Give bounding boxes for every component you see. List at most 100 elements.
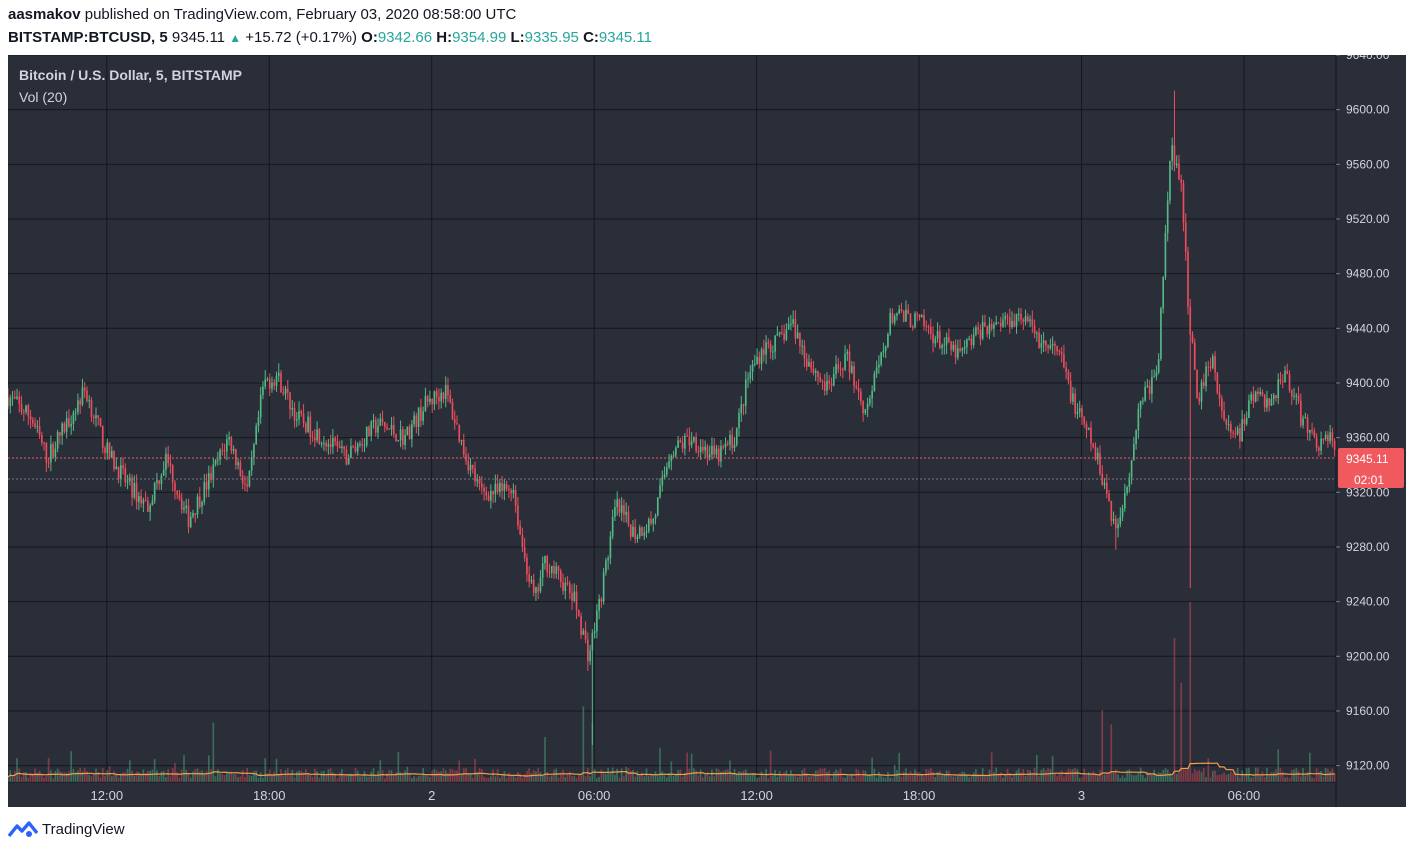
- candle-body: [887, 333, 889, 347]
- candle-body: [762, 349, 765, 355]
- tradingview-brand[interactable]: TradingView: [42, 820, 125, 838]
- volume-bar: [1200, 772, 1203, 782]
- volume-bar: [1239, 777, 1241, 782]
- candle-body: [817, 371, 819, 377]
- volume-bar: [514, 777, 517, 782]
- price-tick-label: 9560.00: [1346, 157, 1390, 171]
- volume-bar: [632, 769, 634, 782]
- volume-bar: [435, 770, 438, 782]
- volume-bar: [1293, 769, 1295, 782]
- candle-body: [1042, 340, 1045, 344]
- chart-pane[interactable]: 9120.00 9160.00 9200.00 9240.00 9280.00 9320.…: [7, 48, 1406, 807]
- candle-body: [126, 480, 129, 483]
- volume-bar: [503, 771, 506, 782]
- volume-bar: [52, 778, 54, 782]
- volume-bar: [1171, 776, 1174, 782]
- author-name[interactable]: aasmakov: [8, 6, 81, 23]
- volume-bar: [1112, 771, 1115, 782]
- volume-bar: [404, 770, 406, 782]
- volume-bar: [1157, 772, 1160, 782]
- volume-bar: [221, 774, 224, 782]
- volume-bar: [417, 775, 420, 782]
- volume-bar: [927, 769, 930, 782]
- candle-body: [618, 499, 621, 513]
- volume-bar: [88, 774, 91, 782]
- candle-body: [717, 448, 720, 462]
- candle-body: [596, 610, 598, 632]
- candle-body: [171, 465, 174, 483]
- candle-body: [411, 424, 413, 440]
- candle-body: [1144, 386, 1146, 401]
- volume-bar: [593, 768, 596, 782]
- candle-body: [934, 338, 937, 344]
- volume-bar: [494, 776, 497, 782]
- candle-body: [853, 366, 855, 387]
- candle-body: [1022, 319, 1025, 322]
- candle-body: [1299, 400, 1302, 426]
- candle-body: [945, 337, 948, 345]
- volume-bar: [1101, 710, 1104, 782]
- volume-bar: [77, 770, 79, 782]
- candle-body: [1040, 343, 1043, 348]
- candle-body: [609, 536, 612, 559]
- volume-bar: [650, 773, 652, 782]
- candle-body: [320, 443, 323, 445]
- candle-body: [747, 378, 749, 380]
- price-chart[interactable]: 9120.00 9160.00 9200.00 9240.00 9280.00 9320.…: [7, 48, 1406, 807]
- volume-bar: [616, 768, 619, 782]
- volume-bar: [663, 775, 666, 782]
- candle-body: [670, 455, 673, 462]
- volume-bar: [235, 774, 237, 782]
- candle-body: [665, 467, 668, 475]
- volume-bar: [977, 773, 979, 782]
- volume-bar: [839, 768, 842, 782]
- candle-body: [1108, 493, 1110, 502]
- candle-body: [460, 440, 463, 442]
- candle-body: [1119, 516, 1122, 525]
- candle-body: [198, 496, 201, 507]
- candle-body: [1026, 316, 1029, 321]
- candle-body: [645, 531, 648, 533]
- volume-bar: [781, 773, 783, 782]
- candle-body: [453, 418, 456, 424]
- candle-body: [948, 337, 950, 342]
- volume-bar: [336, 778, 339, 782]
- volume-bar: [1090, 775, 1092, 782]
- volume-bar: [1180, 683, 1183, 782]
- candle-body: [99, 418, 102, 426]
- candle-body: [309, 416, 312, 438]
- candle-body: [165, 453, 167, 470]
- price-tick-label: 9640.00: [1346, 55, 1390, 62]
- volume-bar: [1198, 769, 1201, 782]
- candle-body: [1272, 395, 1275, 399]
- candle-body: [774, 335, 776, 352]
- volume-bar: [1169, 773, 1171, 782]
- candle-body: [905, 309, 907, 322]
- volume-bar: [390, 770, 393, 782]
- volume-bar: [950, 775, 952, 782]
- volume-bar: [796, 777, 799, 782]
- volume-bar: [1311, 777, 1313, 782]
- volume-bar: [162, 770, 165, 782]
- volume-bar: [18, 768, 21, 782]
- volume-bar: [1042, 768, 1045, 782]
- candle-body: [589, 650, 591, 662]
- candle-body: [18, 396, 21, 404]
- candle-body: [216, 459, 219, 461]
- candle-body: [149, 505, 151, 512]
- candle-body: [659, 485, 661, 498]
- volume-bar: [424, 775, 427, 782]
- volume-bar: [884, 777, 887, 782]
- candle-body: [1248, 400, 1250, 418]
- time-tick-label: 06:00: [1228, 788, 1261, 803]
- volume-bar: [153, 758, 156, 782]
- volume-legend: Vol (20): [19, 89, 68, 105]
- volume-bar: [383, 778, 386, 782]
- candle-body: [1254, 391, 1257, 402]
- candle-body: [273, 382, 276, 386]
- volume-bar: [469, 774, 472, 782]
- volume-bar: [180, 769, 183, 782]
- volume-bar: [444, 770, 447, 782]
- candle-body: [1017, 313, 1020, 315]
- candle-body: [101, 425, 104, 448]
